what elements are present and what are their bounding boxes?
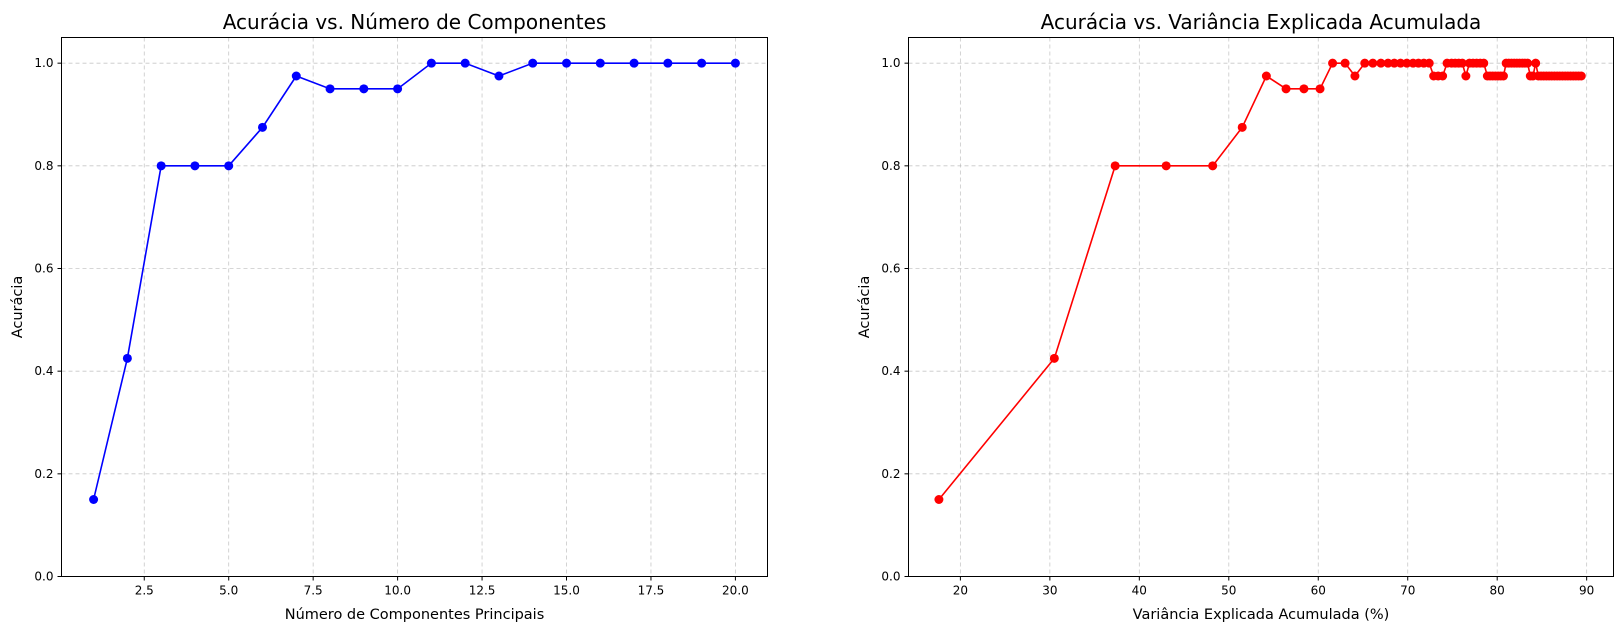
data-point (1368, 58, 1378, 68)
data-point (359, 84, 369, 94)
data-point (730, 58, 740, 68)
data-point (629, 58, 639, 68)
chart-title: Acurácia vs. Variância Explicada Acumula… (1041, 10, 1482, 34)
data-point (89, 495, 99, 504)
data-point (1049, 353, 1059, 363)
series-line (92, 62, 736, 500)
chart-title: Acurácia vs. Número de Componentes (223, 10, 607, 34)
x-tick-label: 40 (1132, 584, 1147, 598)
y-tick-label: 0.4 (881, 364, 900, 378)
data-point (393, 84, 403, 94)
data-point (1424, 58, 1434, 68)
data-point (190, 161, 200, 171)
x-tick-label: 20.0 (722, 584, 749, 598)
x-tick-label: 70 (1400, 584, 1415, 598)
x-tick-label: 2.5 (135, 584, 154, 598)
series (934, 58, 1586, 504)
chart-components-vs-accuracy: Acurácia vs. Número de Componentes 2.5 5.… (10, 10, 768, 623)
axis-ticks: 2.5 5.0 7.5 10.0 12.5 15.0 17.5 20.0 0.0 0.2 0.4 0.… (34, 56, 748, 597)
data-point (1328, 58, 1338, 68)
x-tick-label: 15.0 (553, 584, 580, 598)
data-point (1531, 58, 1541, 68)
data-point (1340, 58, 1350, 68)
data-point (595, 58, 605, 68)
x-axis-label: Variância Explicada Acumulada (%) (1133, 607, 1390, 623)
x-axis-label: Número de Componentes Principais (285, 607, 545, 623)
gridlines (908, 37, 1614, 577)
x-tick-label: 50 (1221, 584, 1236, 598)
y-tick-label: 1.0 (881, 56, 900, 70)
data-point (1208, 161, 1218, 171)
data-point (528, 58, 538, 68)
data-point (224, 161, 234, 171)
x-tick-label: 20 (953, 584, 968, 598)
data-point (1438, 71, 1448, 81)
y-tick-label: 0.0 (881, 570, 900, 584)
data-point (325, 84, 335, 94)
y-tick-label: 0.4 (34, 364, 53, 378)
series (89, 58, 740, 504)
x-tick-label: 60 (1311, 584, 1326, 598)
data-point (1350, 71, 1360, 81)
y-tick-label: 1.0 (34, 56, 53, 70)
plot-frame (908, 37, 1614, 577)
data-point (663, 58, 673, 68)
x-tick-label: 12.5 (469, 584, 496, 598)
chart-variance-vs-accuracy: Acurácia vs. Variância Explicada Acumula… (857, 10, 1614, 623)
data-point (156, 161, 166, 171)
y-tick-label: 0.8 (34, 159, 53, 173)
axis-ticks: 20 30 40 50 60 70 80 90 0.0 0.2 0.4 0.6 0.8 1.0 (881, 56, 1594, 597)
y-tick-label: 0.2 (34, 467, 53, 481)
data-point (1299, 84, 1309, 94)
y-tick-label: 0.6 (34, 262, 53, 276)
data-point (1402, 58, 1412, 68)
y-tick-label: 0.6 (881, 262, 900, 276)
data-point (1457, 58, 1467, 68)
data-point (1461, 71, 1471, 81)
data-point (1383, 58, 1393, 68)
data-point (460, 58, 470, 68)
data-point (1523, 58, 1533, 68)
y-tick-label: 0.0 (34, 570, 53, 584)
x-tick-label: 5.0 (219, 584, 238, 598)
x-tick-label: 90 (1579, 584, 1594, 598)
y-tick-label: 0.2 (881, 467, 900, 481)
data-point (1360, 58, 1370, 68)
data-point (1498, 71, 1508, 81)
data-point (1315, 84, 1325, 94)
data-point (122, 353, 132, 363)
data-point (1396, 58, 1406, 68)
data-point (1389, 58, 1399, 68)
data-point (1161, 161, 1171, 171)
y-axis-label: Acurácia (10, 276, 26, 339)
data-point (1281, 84, 1291, 94)
data-point (1237, 122, 1247, 132)
x-tick-label: 80 (1490, 584, 1505, 598)
data-point (1479, 58, 1489, 68)
data-point (1261, 71, 1271, 81)
x-tick-label: 17.5 (638, 584, 665, 598)
x-tick-label: 10.0 (384, 584, 411, 598)
data-point (291, 71, 301, 81)
y-tick-label: 0.8 (881, 159, 900, 173)
data-point (1576, 71, 1586, 81)
x-tick-label: 30 (1042, 584, 1057, 598)
data-point (1376, 58, 1386, 68)
data-point (1110, 161, 1120, 171)
data-point (934, 495, 944, 504)
plot-frame (61, 37, 768, 577)
data-point (697, 58, 707, 68)
data-point (257, 122, 267, 132)
x-tick-label: 7.5 (304, 584, 323, 598)
y-axis-label: Acurácia (857, 276, 873, 339)
data-point (494, 71, 504, 81)
data-point (426, 58, 436, 68)
data-point (562, 58, 572, 68)
